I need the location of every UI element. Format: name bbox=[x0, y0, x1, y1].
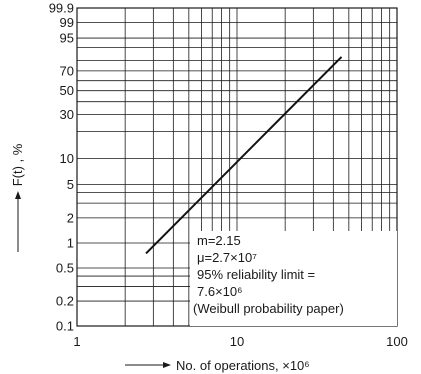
x-axis-label: No. of operations, ×10⁶ bbox=[176, 358, 310, 373]
x-tick-label: 1 bbox=[73, 334, 80, 349]
annotation-paper-type: (Weibull probability paper) bbox=[193, 301, 344, 316]
x-tick-label: 10 bbox=[230, 334, 244, 349]
weibull-fit-line bbox=[145, 56, 343, 255]
x-tick-label: 100 bbox=[386, 334, 408, 349]
x-axis-arrow-head bbox=[163, 362, 171, 368]
y-tick-label: 10 bbox=[60, 151, 74, 166]
y-tick-label: 99.9 bbox=[49, 1, 74, 16]
annotation-background bbox=[190, 231, 397, 326]
annotation-reliability-label: 95% reliability limit = bbox=[197, 267, 315, 282]
y-tick-label: 30 bbox=[60, 107, 74, 122]
x-axis-title: No. of operations, ×10⁶ bbox=[125, 358, 310, 373]
y-tick-label: 1 bbox=[67, 236, 74, 251]
x-tick-labels: 1 10 100 bbox=[73, 334, 407, 349]
y-tick-label: 99 bbox=[60, 15, 74, 30]
annotation-shape: m=2.15 bbox=[197, 233, 241, 248]
y-tick-label: 50 bbox=[60, 83, 74, 98]
annotation-scale: μ=2.7×10⁷ bbox=[197, 250, 257, 265]
y-tick-label: 2 bbox=[67, 210, 74, 225]
y-tick-label: 70 bbox=[60, 63, 74, 78]
y-tick-label: 95 bbox=[60, 31, 74, 46]
y-tick-label: 0.1 bbox=[56, 319, 74, 334]
series-layer bbox=[145, 56, 343, 255]
annotation-reliability-value: 7.6×10⁶ bbox=[197, 284, 242, 299]
y-axis-title: F(t) , % bbox=[10, 143, 25, 252]
y-axis-label: F(t) , % bbox=[10, 143, 25, 186]
y-tick-label: 0.2 bbox=[56, 294, 74, 309]
y-axis-arrow-head bbox=[15, 191, 21, 199]
y-tick-label: 0.5 bbox=[56, 261, 74, 276]
y-tick-label: 5 bbox=[67, 177, 74, 192]
